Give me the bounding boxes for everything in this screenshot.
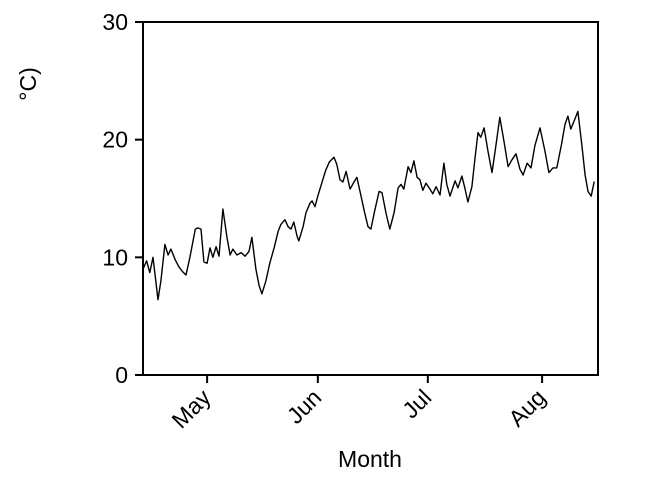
y-axis-title: °C) (15, 67, 41, 100)
x-axis-title: Month (338, 446, 402, 472)
y-tick-label: 30 (102, 9, 128, 35)
plot-frame (142, 21, 599, 376)
temperature-line (142, 110, 595, 301)
y-axis: 0 10 20 30 (102, 9, 143, 388)
y-tick-label: 0 (115, 362, 128, 388)
y-tick-label: 10 (102, 244, 128, 270)
y-tick-label: 20 (102, 127, 128, 153)
